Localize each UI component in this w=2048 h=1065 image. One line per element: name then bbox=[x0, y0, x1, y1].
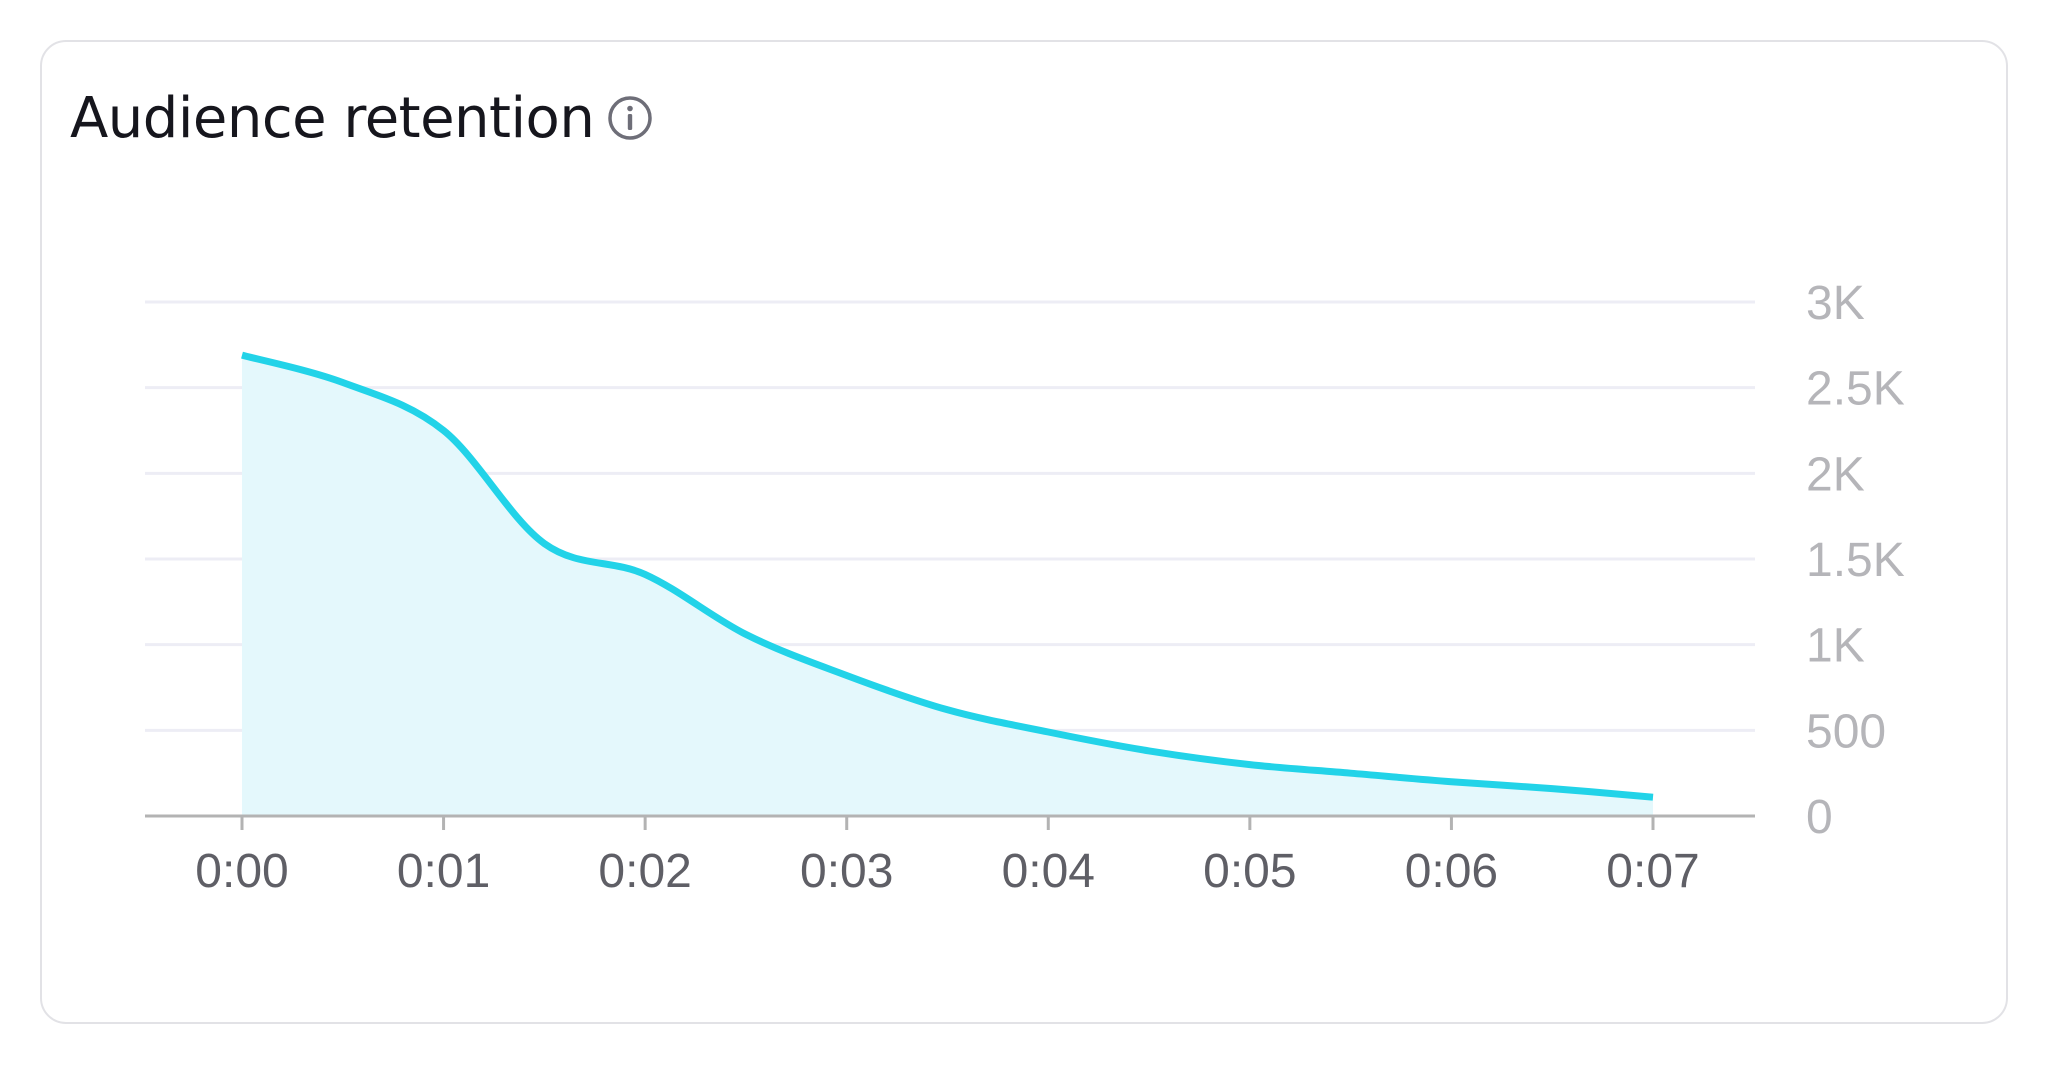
y-tick-label: 2K bbox=[1806, 448, 1865, 501]
x-tick-label: 0:05 bbox=[1203, 845, 1296, 898]
data-point bbox=[1246, 761, 1253, 768]
y-tick-label: 1K bbox=[1806, 620, 1865, 673]
data-point bbox=[642, 571, 649, 578]
x-tick-label: 0:06 bbox=[1405, 845, 1498, 898]
y-tick-label: 0 bbox=[1806, 791, 1833, 844]
x-tick-label: 0:04 bbox=[1002, 845, 1095, 898]
data-point bbox=[339, 379, 346, 386]
data-point bbox=[843, 672, 850, 679]
data-point bbox=[440, 427, 447, 434]
info-icon[interactable] bbox=[606, 94, 654, 142]
data-point bbox=[742, 631, 749, 638]
x-tick-label: 0:01 bbox=[397, 845, 490, 898]
data-point bbox=[1448, 778, 1455, 785]
data-point bbox=[1347, 770, 1354, 777]
retention-line bbox=[241, 351, 1654, 801]
y-tick-label: 3K bbox=[1806, 277, 1865, 330]
data-point bbox=[1045, 729, 1052, 736]
data-point bbox=[1650, 794, 1657, 801]
data-point bbox=[239, 352, 246, 359]
x-tick-label: 0:00 bbox=[195, 845, 288, 898]
x-tick-labels: 0:00 0:01 0:02 0:03 0:04 0:05 0:06 0:07 bbox=[195, 845, 1699, 898]
x-tick-label: 0:02 bbox=[598, 845, 691, 898]
data-point bbox=[1549, 785, 1556, 792]
data-point bbox=[944, 706, 951, 713]
x-tick-label: 0:03 bbox=[800, 845, 893, 898]
y-tick-label: 2.5K bbox=[1806, 363, 1905, 416]
y-tick-label: 500 bbox=[1806, 705, 1886, 758]
card-title: Audience retention bbox=[70, 85, 595, 151]
data-point bbox=[541, 540, 548, 547]
x-axis bbox=[145, 814, 1755, 830]
retention-area bbox=[242, 355, 1653, 816]
area-fill bbox=[242, 355, 1653, 816]
y-tick-labels: 0 500 1K 1.5K 2K 2.5K 3K bbox=[1806, 277, 1905, 844]
y-tick-label: 1.5K bbox=[1806, 534, 1905, 587]
card-header: Audience retention bbox=[70, 78, 654, 158]
x-tick-label: 0:07 bbox=[1606, 845, 1699, 898]
series-line bbox=[239, 351, 1657, 801]
data-point bbox=[1146, 747, 1153, 754]
